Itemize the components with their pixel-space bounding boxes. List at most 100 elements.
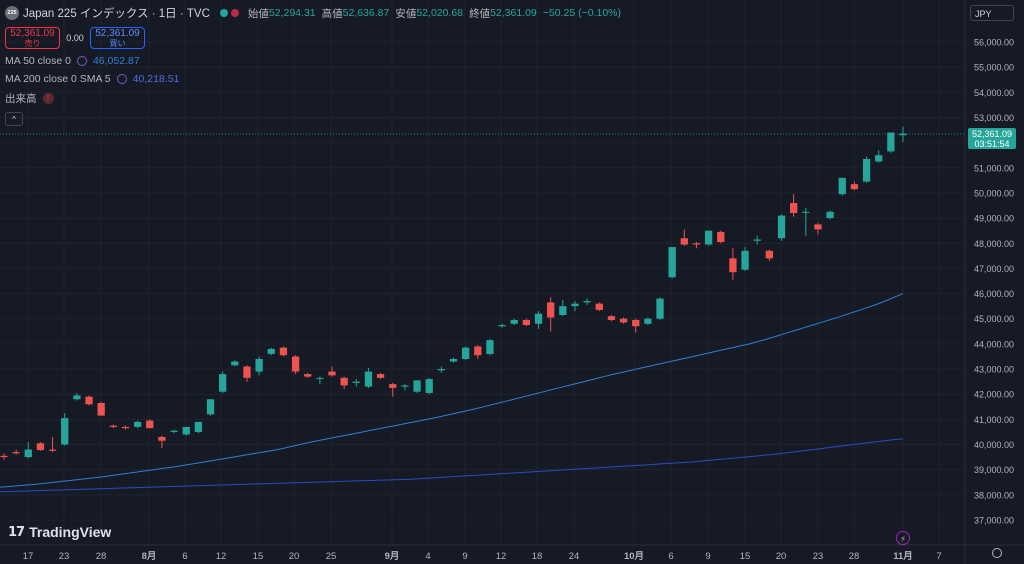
candle-body	[583, 301, 591, 303]
ma200-path	[0, 438, 904, 493]
candle-body	[474, 346, 482, 356]
candles	[0, 126, 907, 460]
candle	[741, 247, 749, 271]
ma200-settings-icon[interactable]	[116, 74, 127, 84]
candle-body	[437, 369, 445, 371]
candle	[607, 314, 616, 322]
price-tick-label: 46,000.00	[974, 289, 1014, 299]
ma50-settings-icon[interactable]	[76, 56, 87, 66]
volume-error-icon[interactable]: !	[42, 93, 54, 104]
candle-body	[121, 426, 130, 429]
price-tick-label: 50,000.00	[974, 188, 1014, 198]
candle-body	[717, 231, 725, 243]
candle-body	[255, 358, 263, 372]
candle	[267, 347, 275, 356]
candle-body	[619, 318, 628, 323]
volume-legend[interactable]: 出来高 !	[5, 91, 621, 106]
candle	[170, 429, 178, 434]
collapse-legend-button[interactable]: ^	[5, 112, 23, 126]
watermark-text: TradingView	[29, 524, 112, 540]
buy-label: 買い	[109, 39, 126, 48]
candle-body	[109, 425, 117, 427]
candle-body	[48, 449, 57, 451]
candle-body	[267, 348, 275, 354]
candle-body	[97, 403, 105, 416]
candle	[765, 249, 774, 261]
candle-body	[170, 430, 178, 432]
candle	[644, 317, 652, 326]
candle-body	[389, 384, 397, 388]
candle-body	[814, 224, 822, 230]
candle-body	[607, 316, 616, 320]
time-tick-label: 9月	[385, 551, 400, 562]
candle-body	[547, 302, 555, 318]
time-tick-label: 17	[23, 551, 34, 562]
currency-selector[interactable]: JPY	[970, 5, 1014, 21]
candle-body	[753, 239, 761, 241]
ma50-legend[interactable]: MA 50 close 0 46,052.87	[5, 55, 621, 67]
candle	[680, 229, 688, 246]
tradingview-watermark[interactable]: 𝟭𝟳 TradingView	[8, 524, 111, 540]
candle	[534, 311, 543, 329]
time-tick-label: 28	[96, 551, 107, 562]
candle-body	[656, 298, 664, 319]
candle-body	[291, 356, 300, 372]
sell-label: 売り	[24, 39, 41, 48]
candle-body	[534, 313, 543, 324]
ma200-value: 40,218.51	[132, 73, 180, 85]
candle	[729, 248, 737, 280]
settings-icon[interactable]	[992, 548, 1002, 558]
candle-body	[231, 361, 239, 366]
candle-body	[875, 155, 883, 162]
candle	[474, 345, 482, 359]
candle-body	[316, 377, 324, 379]
candle	[121, 425, 130, 430]
high-label: 高値	[321, 7, 343, 20]
buy-price: 52,361.09	[95, 28, 140, 39]
data-status-icon[interactable]	[230, 9, 239, 17]
candle	[717, 230, 725, 244]
ma200-legend[interactable]: MA 200 close 0 SMA 5 40,218.51	[5, 73, 621, 85]
price-tick-label: 54,000.00	[974, 88, 1014, 98]
candle	[304, 372, 312, 378]
candle-body	[243, 366, 251, 378]
candle	[692, 242, 701, 249]
sell-button[interactable]: 52,361.09 売り	[5, 27, 60, 49]
candle-body	[632, 319, 640, 327]
candle-body	[498, 325, 506, 327]
candle	[279, 346, 288, 357]
candle	[158, 435, 166, 449]
market-status-icon[interactable]	[219, 9, 228, 17]
candle-body	[510, 319, 518, 324]
price-tick-label: 56,000.00	[974, 38, 1014, 48]
price-tick-label: 48,000.00	[974, 239, 1014, 249]
candle	[146, 419, 154, 429]
candle-body	[0, 455, 8, 458]
sell-price: 52,361.09	[10, 28, 55, 39]
ma50-label: MA 50 close 0	[5, 55, 71, 67]
candle	[437, 366, 445, 373]
price-tick-label: 51,000.00	[974, 163, 1014, 173]
symbol-title[interactable]: Japan 225 インデックス · 1日 · TVC	[23, 8, 210, 20]
candle-body	[328, 371, 336, 376]
candle	[352, 379, 360, 387]
candle	[73, 392, 81, 401]
candle	[449, 357, 458, 363]
time-axis[interactable]: 17 23 28 8月 6 12 15 20 25 9月 4 9 12 18 24 10月 6 9 15 20 23 28…	[23, 551, 942, 562]
candle-body	[12, 452, 20, 454]
candle	[790, 194, 798, 217]
time-tick-label: 20	[776, 551, 787, 562]
bolt-icon[interactable]: ⚡	[896, 531, 910, 545]
low-value: 52,020.68	[416, 7, 464, 19]
candle	[48, 436, 57, 453]
candle-body	[194, 421, 203, 432]
candle-body	[802, 211, 810, 213]
candle-body	[862, 158, 871, 182]
time-tick-label: 8月	[142, 551, 157, 562]
candle	[462, 346, 470, 361]
candle-body	[133, 421, 142, 427]
symbol-logo: 225	[5, 6, 19, 20]
open-label: 始値	[247, 7, 269, 20]
buy-button[interactable]: 52,361.09 買い	[90, 27, 145, 49]
